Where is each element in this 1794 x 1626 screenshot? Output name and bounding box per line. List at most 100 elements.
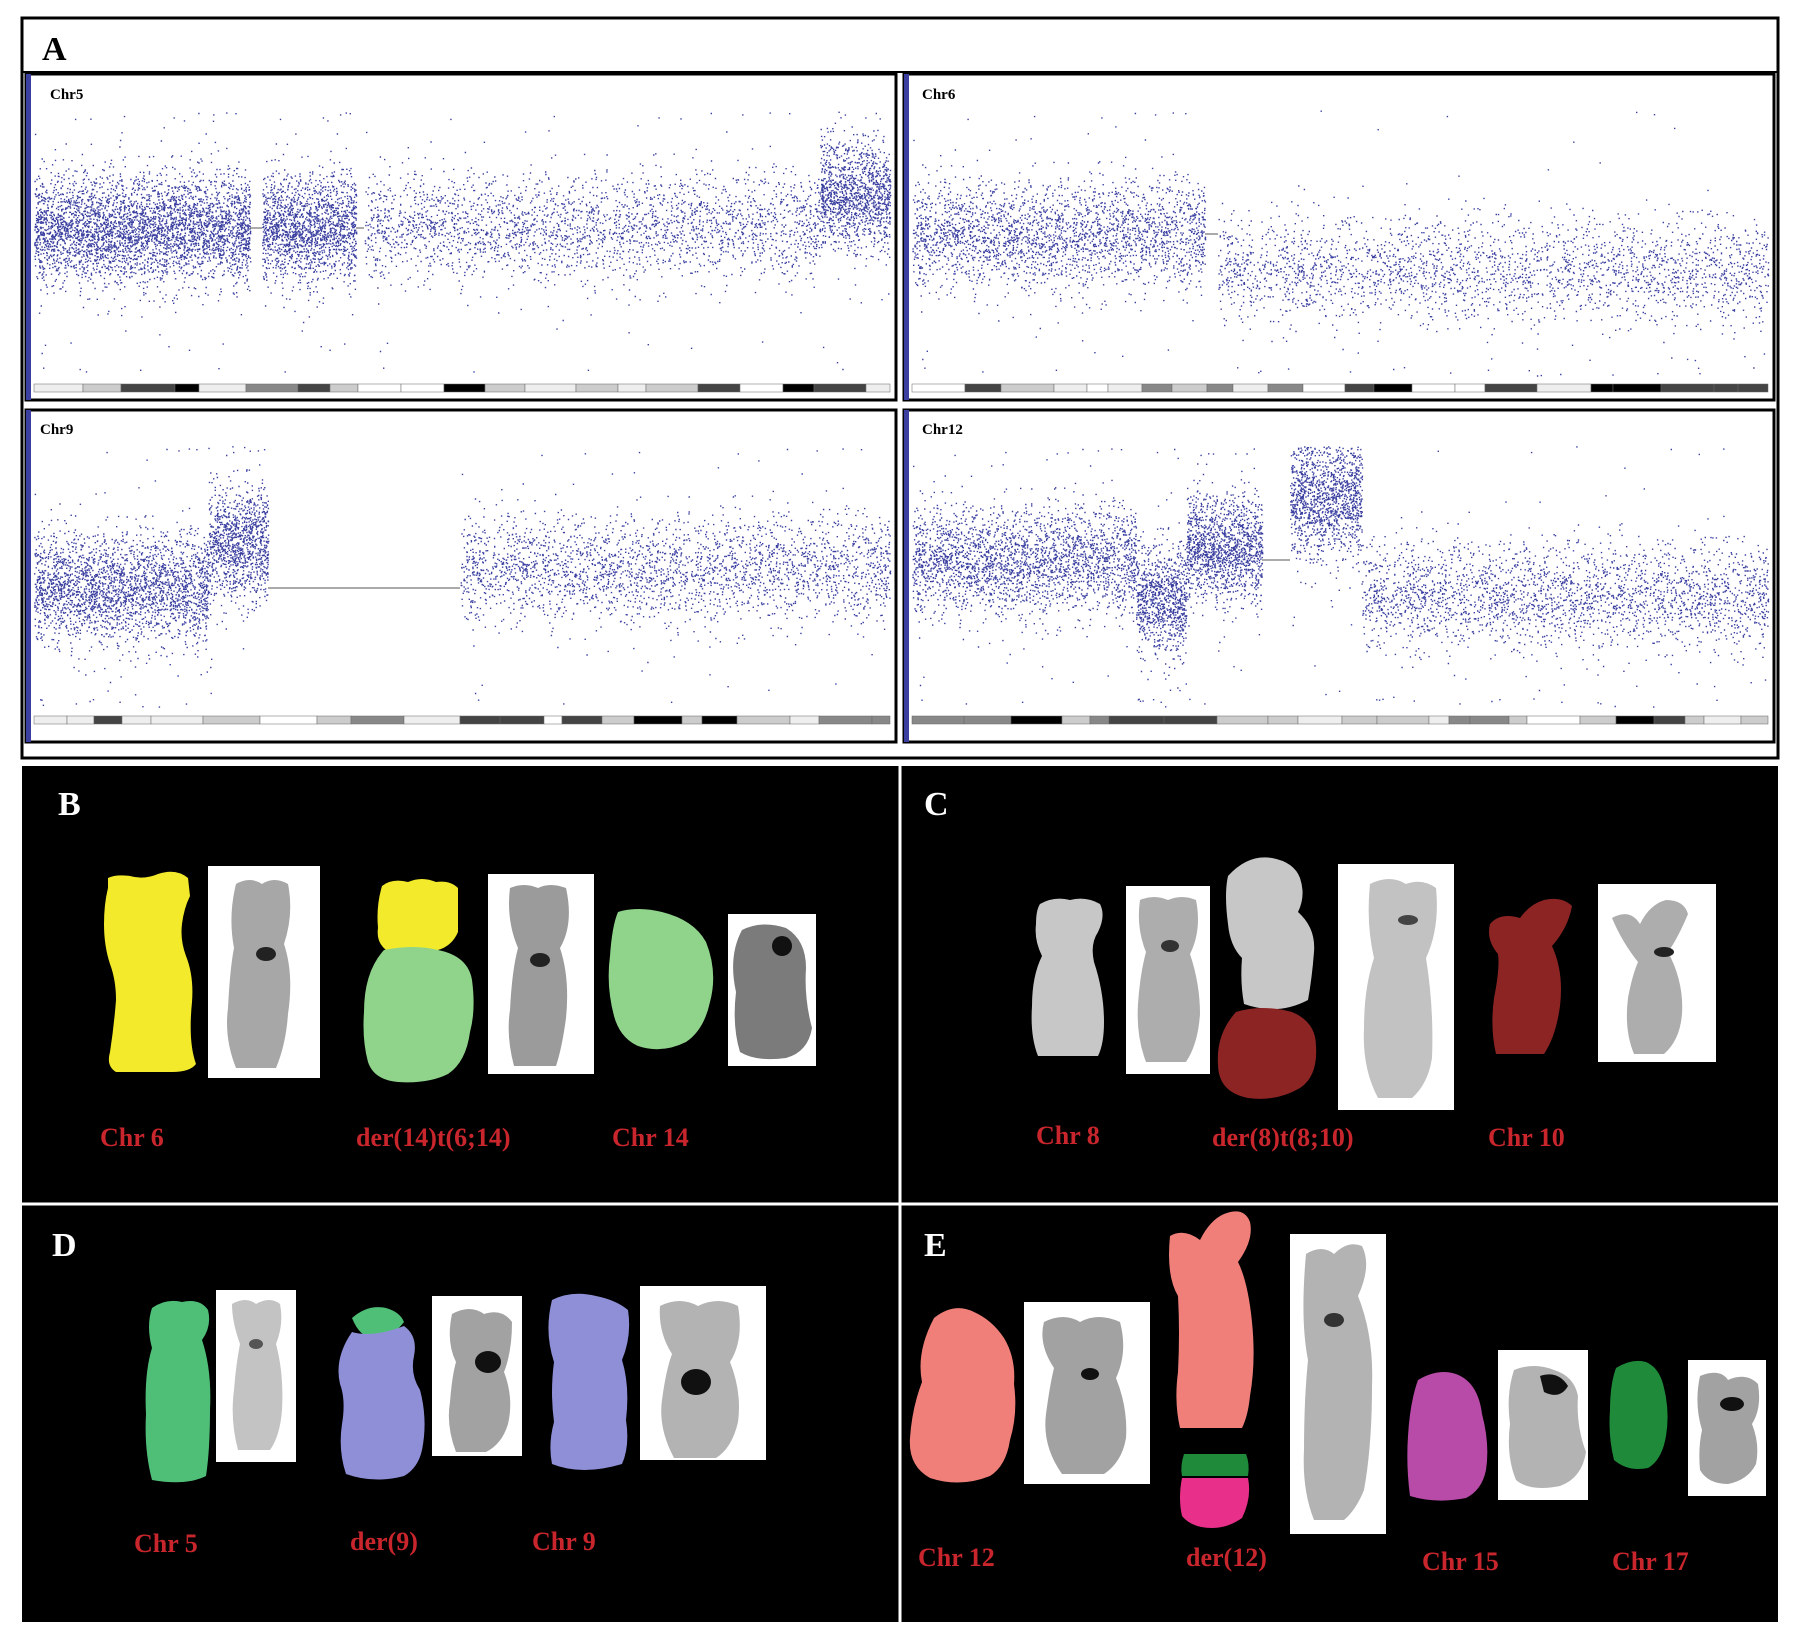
der14-centromere <box>530 953 550 967</box>
panel-d-label-2: der(9) <box>350 1527 418 1556</box>
chr9-ideogram-band <box>259 715 318 725</box>
chr5-ideogram-band <box>645 383 699 393</box>
chr5-ideogram-band <box>697 383 741 393</box>
panel-e-label-4: Chr 17 <box>1612 1547 1689 1576</box>
der12-grayscale-chromosome <box>1303 1244 1373 1520</box>
chr9-ideogram-band <box>871 715 891 725</box>
panel-b: B Chr 6 der(14)t(6;14) Chr 14 <box>58 786 816 1152</box>
der8-centromere <box>1398 915 1418 925</box>
chr6-ideogram-band <box>1737 383 1769 393</box>
chr6-ideogram-band <box>1373 383 1413 393</box>
chr12-ideogram-band <box>1376 715 1430 725</box>
chr6-ideogram-band <box>1086 383 1109 393</box>
chr17-centromere <box>1720 1397 1744 1411</box>
chr6-ideogram-band <box>1660 383 1715 393</box>
chr9-ideogram-band <box>121 715 152 725</box>
chr12-scatter <box>912 446 1770 708</box>
panel-b-label-2: der(14)t(6;14) <box>356 1123 511 1152</box>
chr6-scatter <box>912 110 1770 377</box>
chr12-ideogram-band <box>1010 715 1063 725</box>
chr6-ideogram-band <box>1612 383 1662 393</box>
panel-e-letter: E <box>924 1227 947 1264</box>
chr10-mfish-chromosome <box>1489 898 1572 1054</box>
chr5-grayscale-chromosome <box>232 1300 283 1450</box>
chr12-ideogram-band <box>1267 715 1299 725</box>
chr6-ideogram-band <box>1000 383 1055 393</box>
chr6-ideogram-band <box>1590 383 1614 393</box>
chr9-mfish-chromosome <box>548 1293 630 1470</box>
chr6-ideogram-band <box>1536 383 1592 393</box>
panel-c-label-2: der(8)t(8;10) <box>1212 1123 1354 1152</box>
panel-e-label-1: Chr 12 <box>918 1543 995 1572</box>
chr15-mfish-chromosome <box>1407 1372 1488 1501</box>
der12-mfish-top-salmon <box>1169 1211 1254 1428</box>
chr12-ideogram-band <box>1061 715 1091 725</box>
chr12-mfish-chromosome <box>909 1308 1016 1483</box>
der12-centromere <box>1324 1313 1344 1327</box>
chr6-ideogram-band <box>1713 383 1739 393</box>
chr12-grayscale-chromosome <box>1042 1317 1127 1474</box>
chr5-ideogram-band <box>739 383 784 393</box>
chr12-ideogram-band <box>1526 715 1581 725</box>
chr5-ideogram-band <box>33 383 84 393</box>
chr9-ideogram-band <box>350 715 405 725</box>
panel-b-letter: B <box>58 786 81 823</box>
chr12-ideogram-band <box>1341 715 1378 725</box>
der14-mfish-top-yellow <box>377 879 458 950</box>
chr9-ideogram-band <box>93 715 123 725</box>
chr6-ideogram-band <box>1454 383 1486 393</box>
chr9-ideogram-band <box>789 715 820 725</box>
chr6-grayscale-chromosome <box>227 880 291 1068</box>
chr6-ideogram-band <box>1267 383 1304 393</box>
chr6-ideogram-band <box>1344 383 1375 393</box>
chr5-mfish-chromosome <box>145 1300 211 1483</box>
chr12-ideogram-band <box>1469 715 1510 725</box>
chr9-ideogram-band <box>66 715 95 725</box>
chr5-ideogram-band <box>400 383 445 393</box>
chr6-ideogram <box>911 383 1769 393</box>
panel-b-label-3: Chr 14 <box>612 1123 689 1152</box>
plot-chr12: Chr12 <box>902 408 1776 744</box>
chr6-mfish-chromosome <box>104 871 196 1072</box>
chr5-ideogram-band <box>617 383 647 393</box>
chr12-centromere <box>1081 1368 1099 1380</box>
chr6-ideogram-band <box>1484 383 1538 393</box>
der9-centromere <box>475 1351 501 1373</box>
chr5-ideogram-band <box>297 383 331 393</box>
chr9-ideogram-band <box>633 715 683 725</box>
der8-mfish-top-grey <box>1226 857 1315 1010</box>
der14-grayscale-chromosome <box>508 885 569 1066</box>
chr12-ideogram-band <box>1684 715 1705 725</box>
chr6-ideogram-band <box>1171 383 1208 393</box>
chr14-mfish-chromosome <box>608 909 714 1050</box>
chr5-scatter <box>34 111 892 373</box>
panel-e-label-2: der(12) <box>1186 1543 1267 1572</box>
der9-mfish-chromosome <box>338 1326 425 1480</box>
plot-chr6-label: Chr6 <box>922 87 956 103</box>
chr12-ideogram-band <box>1089 715 1110 725</box>
chr8-centromere <box>1161 940 1179 952</box>
chr6-ideogram-band <box>1141 383 1173 393</box>
chr12-ideogram-band <box>1579 715 1617 725</box>
chr5-centromere <box>249 1339 263 1349</box>
der14-mfish-bottom-green <box>363 947 474 1083</box>
panel-d-letter: D <box>52 1227 77 1264</box>
plot-chr12-label: Chr12 <box>922 422 963 438</box>
chr9-ideogram-band <box>681 715 703 725</box>
panel-e-label-3: Chr 15 <box>1422 1547 1499 1576</box>
chr6-ideogram-band <box>1232 383 1269 393</box>
chr5-ideogram-band <box>575 383 619 393</box>
chr9-ideogram <box>33 715 891 725</box>
plot-chr5: Chr5 <box>24 72 898 402</box>
chr9-ideogram-band <box>403 715 461 725</box>
chr6-ideogram-band <box>1107 383 1143 393</box>
chr9-centromere <box>681 1369 711 1395</box>
der8-grayscale-chromosome <box>1363 879 1437 1098</box>
chr5-ideogram-band <box>120 383 176 393</box>
der12-mfish-bottom-pink <box>1180 1478 1250 1528</box>
chr5-ideogram-band <box>813 383 867 393</box>
panel-e: E Chr 12 der(12) Chr 15 Chr 17 <box>909 1211 1766 1576</box>
der9-grayscale-chromosome <box>448 1309 512 1452</box>
chr5-ideogram-band <box>245 383 299 393</box>
chr12-ideogram-band <box>1740 715 1769 725</box>
